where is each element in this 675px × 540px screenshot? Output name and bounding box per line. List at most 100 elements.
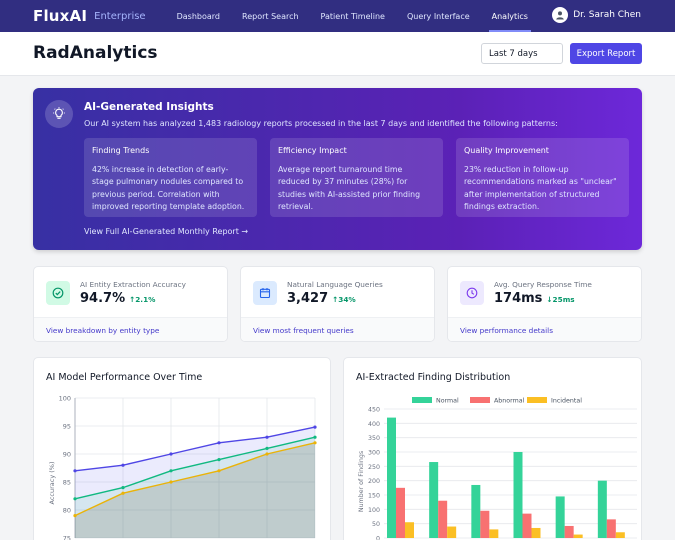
series-line (74, 436, 316, 500)
nav-link-analytics[interactable]: Analytics (481, 0, 539, 32)
data-point (265, 452, 269, 456)
bar (396, 487, 405, 538)
insight-card-finding-trends: Finding Trends 42% increase in detection… (84, 138, 257, 217)
bar (573, 534, 583, 538)
nav-link-dashboard[interactable]: Dashboard (176, 11, 220, 21)
insight-card-efficiency-impact: Efficiency Impact Average report turnaro… (270, 138, 443, 217)
data-point (313, 435, 317, 439)
stat-card-nl-queries: Natural Language Queries 3,427 ↑34% View … (240, 266, 435, 342)
insight-card-text: 42% increase in detection of early-stage… (92, 165, 245, 212)
bar (480, 510, 490, 538)
insight-card-title: Quality Improvement (464, 146, 549, 155)
bar (564, 525, 574, 538)
nav-link-query-interface[interactable]: Query Interface (406, 11, 470, 21)
nav-link-report-search[interactable]: Report Search (242, 11, 299, 21)
monthly-report-link[interactable]: View Full AI-Generated Monthly Report → (84, 227, 249, 236)
stat-card-response-time: Avg. Query Response Time 174ms ↓25ms View… (447, 266, 642, 342)
series-line (74, 426, 316, 472)
bar (531, 527, 541, 538)
calendar-icon (253, 281, 277, 305)
stat-label: Avg. Query Response Time (494, 280, 592, 289)
bar (489, 529, 499, 538)
bar (513, 452, 523, 538)
data-point (265, 435, 269, 439)
brand-edition: Enterprise (94, 10, 146, 22)
stat-footer-link[interactable]: View most frequent queries (241, 317, 434, 341)
legend-swatch (527, 397, 547, 403)
bar (438, 500, 448, 538)
insights-description: Our AI system has analyzed 1,483 radiolo… (84, 119, 558, 128)
insight-card-text: 23% reduction in follow-up recommendatio… (464, 165, 617, 212)
data-point (217, 458, 221, 462)
bar (597, 480, 607, 538)
data-point (265, 446, 269, 450)
data-point (121, 491, 125, 495)
bar-chart-panel: AI-Extracted Finding Distribution 0 50 100… (343, 357, 642, 540)
legend-label: Incidental (551, 398, 582, 405)
insight-card-quality-improvement: Quality Improvement 23% reduction in fol… (456, 138, 629, 217)
y-tick-label: 75 (63, 535, 71, 540)
stat-value-text: 3,427 (287, 291, 329, 306)
data-point (217, 469, 221, 473)
y-tick-label: 100 (368, 507, 380, 514)
data-point (217, 441, 221, 445)
user-icon (552, 7, 569, 23)
y-axis-label: Accuracy (%) (48, 462, 56, 505)
data-point (313, 441, 317, 445)
bar (606, 519, 616, 538)
stat-delta: ↑34% (332, 295, 356, 304)
stat-delta: ↑2.1% (129, 295, 156, 304)
user-name: Dr. Sarah Chen (573, 10, 641, 20)
y-tick-label: 400 (368, 421, 380, 428)
stat-footer-link[interactable]: View performance details (448, 317, 641, 341)
line-chart-panel: AI Model Performance Over Time 75 80 85 90 9… (33, 357, 331, 540)
series-area (75, 437, 315, 538)
stat-value: 174ms ↓25ms (494, 291, 575, 306)
y-tick-label: 95 (63, 423, 71, 431)
bar-chart: 0 50 100 150 200 250 300 350 400 450 Number of Fin… (358, 397, 637, 540)
brand-logo[interactable]: FluxAI (33, 7, 88, 25)
bar (405, 522, 414, 538)
stat-card-extraction-accuracy: AI Entity Extraction Accuracy 94.7% ↑2.1%… (33, 266, 228, 342)
legend-label: Normal (436, 398, 459, 405)
stat-value: 94.7% ↑2.1% (80, 291, 155, 306)
bar (471, 484, 481, 538)
insights-title: AI-Generated Insights (84, 101, 214, 113)
data-point (73, 469, 77, 473)
y-tick-label: 150 (368, 493, 380, 500)
y-tick-label: 100 (59, 395, 71, 403)
legend-swatch (470, 397, 490, 403)
series-area (75, 442, 315, 538)
y-tick-label: 450 (368, 407, 380, 414)
top-nav: FluxAI Enterprise Dashboard Report Searc… (0, 0, 675, 32)
data-point (73, 497, 77, 501)
data-point (121, 463, 125, 467)
y-tick-label: 200 (368, 478, 380, 485)
stat-value-text: 174ms (494, 291, 543, 306)
y-tick-label: 250 (368, 464, 380, 471)
insight-card-text: Average report turnaround time reduced b… (278, 165, 421, 212)
data-point (121, 486, 125, 490)
date-range-select[interactable]: Last 7 days (481, 43, 563, 64)
page-header: RadAnalytics Last 7 days Export Report (0, 32, 675, 76)
user-menu[interactable]: Dr. Sarah Chen (552, 7, 641, 23)
bar (615, 532, 625, 538)
bar (522, 513, 532, 538)
nav-link-patient-timeline[interactable]: Patient Timeline (320, 11, 385, 21)
stat-delta: ↓25ms (546, 295, 575, 304)
y-tick-label: 300 (368, 450, 380, 457)
legend-label: Abnormal (494, 398, 525, 405)
y-axis-label: Number of Findings (358, 451, 365, 512)
data-point (169, 480, 173, 484)
series-area (75, 427, 315, 538)
export-report-button[interactable]: Export Report (570, 43, 642, 64)
line-chart: 75 80 85 90 95 100 Accuracy (%) (48, 395, 317, 540)
data-point (313, 425, 317, 429)
bar (447, 526, 457, 538)
y-tick-label: 90 (63, 451, 71, 459)
stat-footer-link[interactable]: View breakdown by entity type (34, 317, 227, 341)
y-tick-label: 80 (63, 507, 71, 515)
ai-insights-panel: AI-Generated Insights Our AI system has … (33, 88, 642, 250)
data-point (169, 469, 173, 473)
y-tick-label: 50 (372, 521, 380, 528)
